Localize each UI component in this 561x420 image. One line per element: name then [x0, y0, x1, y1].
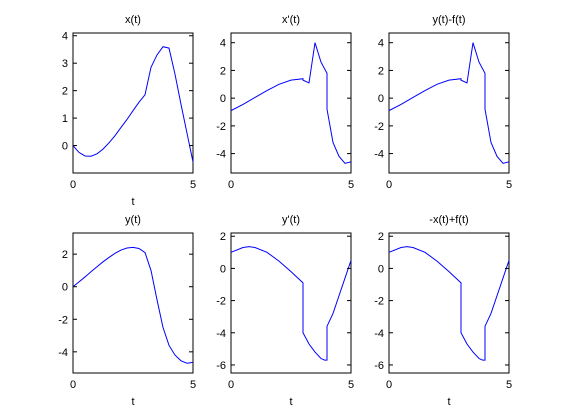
- y-tick-label: 0: [62, 141, 68, 153]
- y-tick-label: 0: [220, 263, 226, 275]
- x-axis-label: t: [131, 196, 134, 208]
- y-tick-label: -2: [216, 121, 226, 133]
- plot-title: x(t): [125, 14, 141, 26]
- plot-title: y(t): [125, 214, 141, 226]
- axes-frame: [230, 232, 352, 374]
- x-tick-label: 5: [506, 379, 512, 391]
- x-axis-label: t: [289, 396, 292, 408]
- x-tick-label: 5: [506, 179, 512, 191]
- axes-frame: [388, 232, 510, 374]
- y-tick-label: 0: [378, 263, 384, 275]
- subplot-2: -4 -2 0 2 4 0 5 x'(t): [216, 14, 354, 191]
- y-tick-label: 1: [62, 113, 68, 125]
- x-tick-label: 0: [386, 179, 392, 191]
- y-tick-label: 4: [220, 38, 226, 50]
- y-tick-label: 2: [220, 65, 226, 77]
- y-tick-label: -4: [58, 347, 68, 359]
- axes-frame: [230, 32, 352, 174]
- subplot-1: 0 1 2 3 4 0 5 x(t) t: [62, 14, 196, 208]
- subplot-6: -6 -4 -2 0 2 0 5 -x(t)+f(t) t: [374, 214, 512, 408]
- y-tick-label: -6: [374, 360, 384, 372]
- y-tick-label: 2: [378, 65, 384, 77]
- y-tick-label: -2: [58, 314, 68, 326]
- series-line: [388, 42, 510, 164]
- y-tick-label: 2: [62, 86, 68, 98]
- y-tick-label: 0: [62, 282, 68, 294]
- y-tick-label: 2: [62, 249, 68, 261]
- series-line: [230, 42, 352, 164]
- x-axis-label: t: [447, 396, 450, 408]
- y-tick-label: -6: [216, 360, 226, 372]
- y-tick-label: 4: [62, 31, 68, 43]
- x-tick-label: 5: [348, 379, 354, 391]
- plot-title: x'(t): [282, 14, 300, 26]
- y-tick-label: 0: [378, 93, 384, 105]
- x-tick-label: 0: [70, 179, 76, 191]
- y-tick-label: -4: [374, 328, 384, 340]
- axes-frame: [72, 232, 194, 374]
- x-tick-label: 5: [190, 379, 196, 391]
- y-tick-label: 2: [378, 231, 384, 243]
- x-tick-label: 0: [228, 379, 234, 391]
- x-axis-label: t: [131, 396, 134, 408]
- plot-title: y'(t): [282, 214, 300, 226]
- axes-frame: [72, 32, 194, 174]
- y-tick-label: -2: [216, 296, 226, 308]
- y-tick-label: -4: [216, 149, 226, 161]
- y-tick-label: -4: [374, 149, 384, 161]
- subplot-3: -4 -2 0 2 4 0 5 y(t)-f(t): [374, 14, 512, 191]
- y-tick-label: 3: [62, 58, 68, 70]
- subplot-4: -4 -2 0 2 0 5 y(t) t: [58, 214, 196, 408]
- y-tick-label: -2: [374, 296, 384, 308]
- plot-title: -x(t)+f(t): [429, 214, 468, 226]
- series-line: [72, 246, 194, 364]
- y-tick-label: 4: [378, 38, 384, 50]
- x-tick-label: 0: [228, 179, 234, 191]
- series-line: [388, 246, 510, 361]
- series-line: [230, 246, 352, 361]
- axes-frame: [388, 32, 510, 174]
- y-tick-label: -2: [374, 121, 384, 133]
- plot-title: y(t)-f(t): [433, 14, 466, 26]
- subplot-5: -6 -4 -2 0 2 0 5 y'(t) t: [216, 214, 354, 408]
- x-tick-label: 5: [348, 179, 354, 191]
- y-tick-label: 0: [220, 93, 226, 105]
- x-tick-label: 5: [190, 179, 196, 191]
- series-line: [72, 46, 194, 163]
- y-tick-label: 2: [220, 231, 226, 243]
- y-tick-label: -4: [216, 328, 226, 340]
- x-tick-label: 0: [70, 379, 76, 391]
- x-tick-label: 0: [386, 379, 392, 391]
